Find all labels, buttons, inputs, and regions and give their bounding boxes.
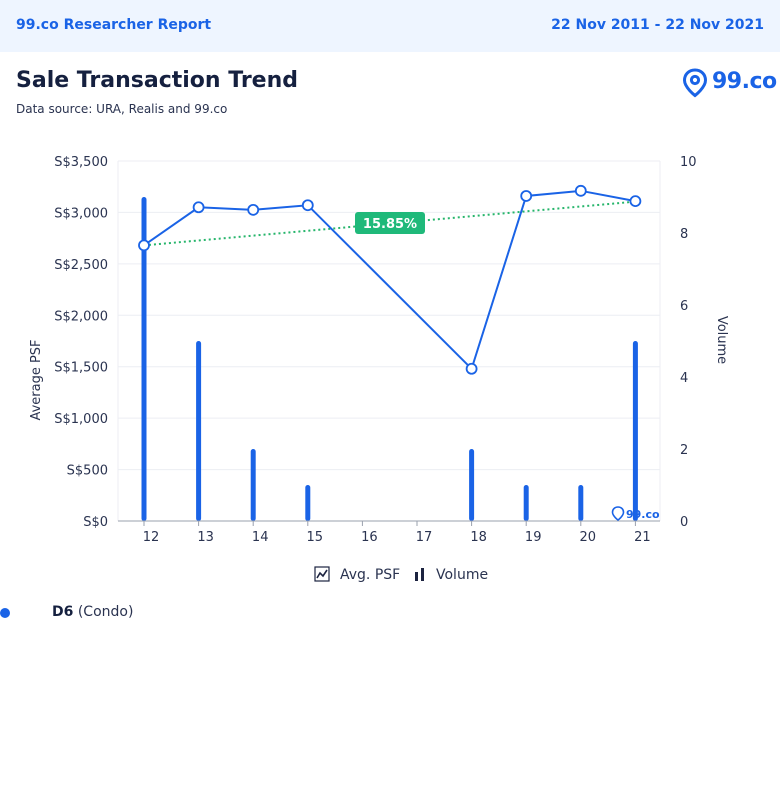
avg-psf-point [247, 203, 260, 216]
y2-tick-label: 4 [680, 371, 688, 386]
avg-psf-point [301, 199, 314, 212]
volume-bar [632, 341, 638, 521]
avg-psf-point [520, 190, 533, 202]
brand-logo: 99.co [682, 68, 777, 98]
x-tick-label: 20 [580, 530, 597, 545]
district-color-dot [0, 608, 10, 618]
date-range: 22 Nov 2011 - 22 Nov 2021 [551, 17, 764, 33]
trend-percentage: 15.85% [363, 217, 417, 232]
district-name: D6 [52, 604, 74, 620]
trend-badge: 15.85% [355, 212, 425, 234]
bar-chart-icon [415, 568, 424, 581]
y2-tick-label: 8 [680, 227, 688, 242]
chart-title: Sale Transaction Trend [16, 68, 299, 93]
volume-bar [523, 485, 529, 521]
chart-watermark: 99.co [611, 506, 660, 521]
y-tick-label: S$500 [67, 464, 108, 479]
y2-axis-label: Volume [714, 316, 729, 364]
district-label: D6 (Condo) [0, 604, 134, 620]
volume-bar [250, 449, 256, 521]
x-tick-label: 13 [197, 530, 214, 545]
volume-bar [578, 485, 584, 521]
x-tick-label: 21 [634, 530, 651, 545]
avg-psf-line [143, 189, 636, 371]
y2-tick-label: 2 [680, 443, 688, 458]
x-tick-label: 16 [361, 530, 378, 545]
y2-tick-label: 0 [680, 515, 688, 530]
x-tick-label: 14 [252, 530, 269, 545]
district-type: (Condo) [77, 604, 134, 620]
line-chart-icon [314, 566, 330, 582]
avg-psf-point [192, 201, 205, 214]
sale-transaction-chart: S$0 S$500 S$1,000 S$1,500 S$2,000 S$2,500 S$3,… [29, 155, 729, 545]
y2-tick-label: 6 [680, 299, 688, 314]
y-tick-label: S$1,500 [54, 361, 108, 376]
x-tick-label: 18 [470, 530, 487, 545]
y-tick-label: S$0 [83, 515, 108, 530]
report-header-bar: 99.co Researcher Report 22 Nov 2011 - 22… [0, 0, 780, 52]
x-tick-label: 15 [307, 530, 324, 545]
avg-psf-point [138, 239, 150, 252]
data-source: Data source: URA, Realis and 99.co [16, 102, 228, 116]
x-tick-label: 19 [525, 530, 542, 545]
watermark-text: 99.co [626, 508, 660, 521]
avg-psf-point [574, 184, 587, 197]
x-tick-label: 12 [143, 530, 160, 545]
volume-bar [469, 449, 475, 521]
y-tick-label: S$1,000 [54, 412, 108, 427]
legend-volume-label: Volume [436, 567, 489, 583]
y-tick-label: S$2,500 [54, 258, 108, 273]
report-label: 99.co Researcher Report [16, 17, 212, 33]
volume-bar [196, 341, 202, 521]
y-tick-label: S$3,000 [54, 206, 108, 221]
volume-bar [141, 197, 147, 521]
logo-text: 99.co [712, 69, 777, 94]
legend-avg-psf-label: Avg. PSF [340, 567, 401, 583]
x-tick-label: 17 [416, 530, 433, 545]
volume-bar [305, 485, 311, 521]
y2-tick-label: 10 [680, 155, 697, 170]
y-tick-label: S$3,500 [54, 155, 108, 170]
y-axis-label: Average PSF [29, 339, 44, 420]
avg-psf-point [629, 195, 642, 208]
y-tick-label: S$2,000 [54, 309, 108, 324]
location-pin-icon [682, 68, 708, 98]
avg-psf-point [465, 362, 478, 375]
